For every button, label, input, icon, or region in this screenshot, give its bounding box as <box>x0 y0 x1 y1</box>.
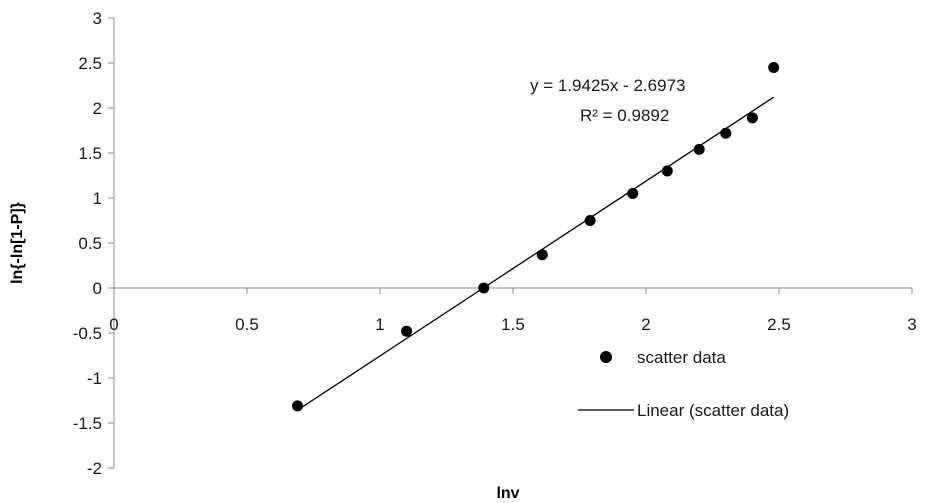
data-point <box>627 188 639 199</box>
legend-trendline-label: Linear (scatter data) <box>637 401 789 420</box>
x-axis-title: lnv <box>496 485 519 502</box>
x-tick-label: 2 <box>641 315 650 334</box>
y-tick-label: 1.5 <box>78 144 102 163</box>
y-tick-label: 3 <box>93 9 102 28</box>
data-point <box>768 62 780 73</box>
y-tick-label: 1 <box>93 189 102 208</box>
y-tick-label: 0 <box>93 279 102 298</box>
x-tick-label: 1 <box>375 315 384 334</box>
data-point <box>584 215 596 226</box>
trendline-equation: y = 1.9425x - 2.6973 <box>530 76 685 95</box>
data-point <box>478 282 490 294</box>
legend-scatter-marker <box>600 351 612 363</box>
y-axis-title: ln{-ln[1-P]} <box>9 202 26 284</box>
data-point <box>536 249 548 261</box>
data-point <box>693 143 705 155</box>
y-tick-label: 2.5 <box>78 54 102 73</box>
x-tick-label: 3 <box>907 315 916 334</box>
y-tick-label: -1.5 <box>73 414 102 433</box>
y-tick-label: -2 <box>87 459 102 478</box>
legend-scatter-label: scatter data <box>637 348 726 367</box>
x-tick-label: 1.5 <box>501 315 525 334</box>
r-squared-label: R² = 0.9892 <box>580 106 669 125</box>
x-tick-label: 0 <box>109 315 118 334</box>
data-points <box>292 62 780 412</box>
tick-labels: 3 2.5 2 1.5 1 0.5 0 -0.5 -1 -1.5 -2 0 0.5 1 1.5 2 2.5 3 <box>73 9 917 478</box>
data-point <box>746 112 758 124</box>
y-tick-label: -0.5 <box>73 324 102 343</box>
data-point <box>292 400 304 412</box>
y-tick-label: 0.5 <box>78 234 102 253</box>
data-point <box>661 165 673 177</box>
legend: scatter data Linear (scatter data) <box>578 348 789 420</box>
axes <box>108 17 913 469</box>
data-point <box>401 325 413 337</box>
x-tick-label: 0.5 <box>235 315 259 334</box>
y-tick-label: -1 <box>87 369 102 388</box>
x-tick-label: 2.5 <box>767 315 791 334</box>
y-tick-label: 2 <box>93 99 102 118</box>
data-point <box>720 127 732 139</box>
